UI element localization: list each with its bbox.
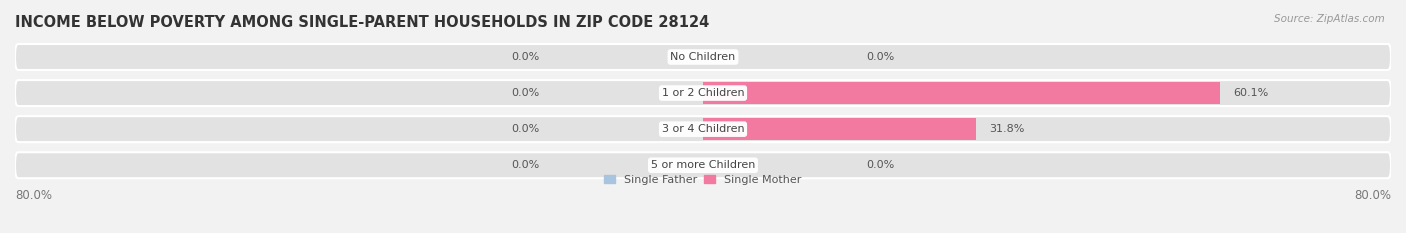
Text: 1 or 2 Children: 1 or 2 Children xyxy=(662,88,744,98)
Text: 3 or 4 Children: 3 or 4 Children xyxy=(662,124,744,134)
Bar xyxy=(703,118,977,140)
Text: 0.0%: 0.0% xyxy=(512,52,540,62)
Text: 0.0%: 0.0% xyxy=(866,52,894,62)
Text: No Children: No Children xyxy=(671,52,735,62)
FancyBboxPatch shape xyxy=(15,152,1391,178)
Text: 80.0%: 80.0% xyxy=(15,189,52,202)
Text: 0.0%: 0.0% xyxy=(512,88,540,98)
Text: 0.0%: 0.0% xyxy=(512,124,540,134)
Legend: Single Father, Single Mother: Single Father, Single Mother xyxy=(600,170,806,189)
Bar xyxy=(703,82,1220,104)
Text: 5 or more Children: 5 or more Children xyxy=(651,160,755,170)
Text: 60.1%: 60.1% xyxy=(1233,88,1268,98)
FancyBboxPatch shape xyxy=(15,80,1391,106)
Text: 80.0%: 80.0% xyxy=(1354,189,1391,202)
FancyBboxPatch shape xyxy=(15,44,1391,70)
FancyBboxPatch shape xyxy=(15,116,1391,142)
Text: 0.0%: 0.0% xyxy=(512,160,540,170)
Text: INCOME BELOW POVERTY AMONG SINGLE-PARENT HOUSEHOLDS IN ZIP CODE 28124: INCOME BELOW POVERTY AMONG SINGLE-PARENT… xyxy=(15,15,709,30)
Text: 0.0%: 0.0% xyxy=(866,160,894,170)
Text: 31.8%: 31.8% xyxy=(990,124,1025,134)
Text: Source: ZipAtlas.com: Source: ZipAtlas.com xyxy=(1274,14,1385,24)
